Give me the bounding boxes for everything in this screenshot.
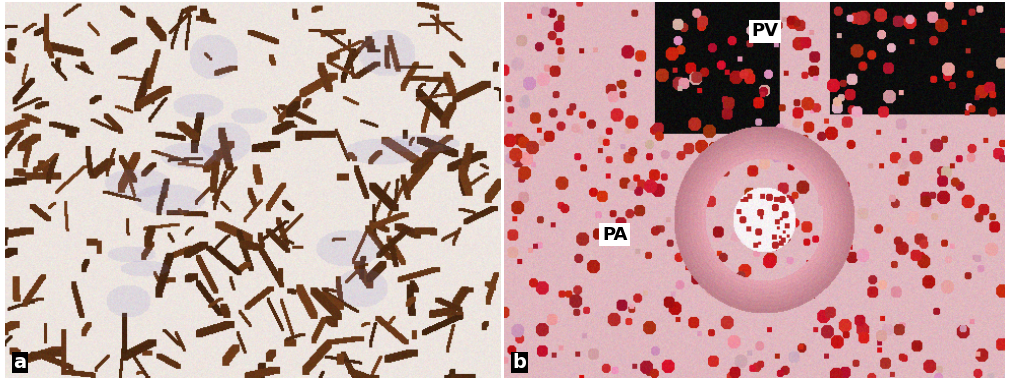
Text: PV: PV bbox=[751, 22, 778, 40]
Text: a: a bbox=[13, 353, 26, 372]
Text: PA: PA bbox=[602, 226, 627, 244]
Text: b: b bbox=[513, 353, 527, 372]
